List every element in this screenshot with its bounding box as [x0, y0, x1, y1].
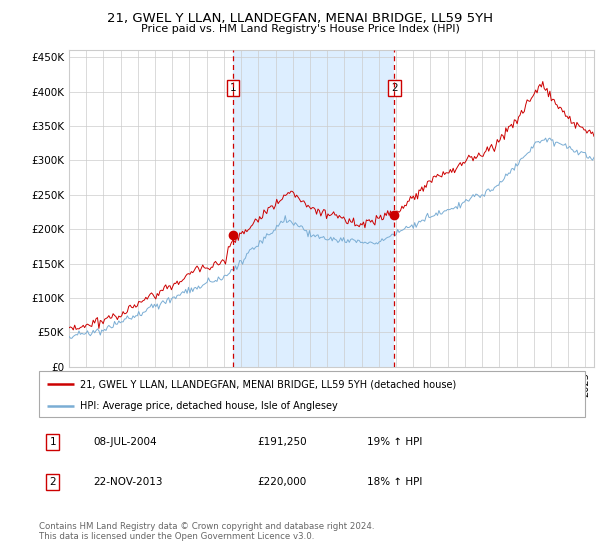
Text: HPI: Average price, detached house, Isle of Anglesey: HPI: Average price, detached house, Isle… [80, 401, 338, 410]
Text: 21, GWEL Y LLAN, LLANDEGFAN, MENAI BRIDGE, LL59 5YH: 21, GWEL Y LLAN, LLANDEGFAN, MENAI BRIDG… [107, 12, 493, 25]
Text: 19% ↑ HPI: 19% ↑ HPI [367, 437, 422, 447]
Text: 22-NOV-2013: 22-NOV-2013 [94, 477, 163, 487]
Text: 2: 2 [49, 477, 56, 487]
Text: £220,000: £220,000 [257, 477, 307, 487]
Text: 1: 1 [49, 437, 56, 447]
Text: £191,250: £191,250 [257, 437, 307, 447]
Text: Price paid vs. HM Land Registry's House Price Index (HPI): Price paid vs. HM Land Registry's House … [140, 24, 460, 34]
Text: 18% ↑ HPI: 18% ↑ HPI [367, 477, 422, 487]
Text: Contains HM Land Registry data © Crown copyright and database right 2024.
This d: Contains HM Land Registry data © Crown c… [39, 522, 374, 542]
Text: 21, GWEL Y LLAN, LLANDEGFAN, MENAI BRIDGE, LL59 5YH (detached house): 21, GWEL Y LLAN, LLANDEGFAN, MENAI BRIDG… [80, 379, 456, 389]
Text: 08-JUL-2004: 08-JUL-2004 [94, 437, 157, 447]
FancyBboxPatch shape [39, 371, 585, 417]
Bar [233, 50, 394, 367]
Text: 2: 2 [391, 83, 398, 93]
Text: 1: 1 [230, 83, 236, 93]
